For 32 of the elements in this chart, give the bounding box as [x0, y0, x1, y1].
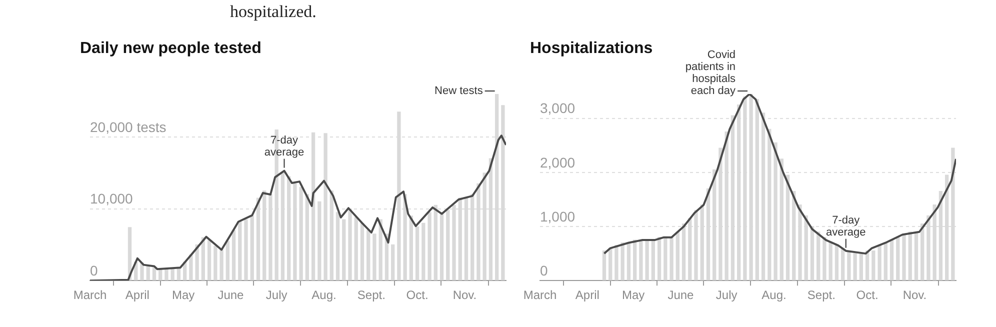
x-tick-label: Nov. [452, 288, 477, 302]
y-tick-label: 2,000 [540, 154, 576, 170]
annotation: 7-day average [264, 134, 304, 158]
x-tick-label: May [622, 288, 645, 302]
x-tick-label: May [172, 288, 195, 302]
annotation: Covid patients in hospitals each day [685, 49, 736, 98]
y-tick-label: 20,000 tests [90, 118, 166, 135]
x-tick-label: June [218, 288, 244, 302]
x-tick-label: Oct. [856, 288, 878, 302]
y-tick-label: 10,000 [90, 190, 134, 207]
y-tick-label: 0 [90, 262, 98, 278]
x-tick-label: March [73, 288, 107, 302]
chart-title: Hospitalizations [530, 40, 653, 57]
x-tick-label: Sept. [807, 288, 836, 302]
x-tick-label: July [716, 288, 738, 302]
y-tick-label: 1,000 [540, 208, 576, 224]
annotation: New tests [434, 85, 484, 98]
annotation: 7-day average [826, 214, 866, 238]
x-tick-label: April [575, 288, 600, 302]
x-tick-label: April [125, 288, 150, 302]
text: hospitalized. [230, 2, 316, 22]
x-tick-label: Sept. [357, 288, 386, 302]
x-tick-label: Aug. [762, 288, 786, 302]
x-tick-label: June [668, 288, 694, 302]
y-tick-label: 0 [540, 262, 548, 278]
x-tick-label: March [523, 288, 557, 302]
x-tick-label: Nov. [902, 288, 927, 302]
x-tick-label: Aug. [312, 288, 336, 302]
x-tick-label: Oct. [406, 288, 428, 302]
chart-title: Daily new people tested [80, 40, 262, 58]
y-tick-label: 3,000 [540, 100, 576, 116]
x-tick-label: July [266, 288, 288, 302]
